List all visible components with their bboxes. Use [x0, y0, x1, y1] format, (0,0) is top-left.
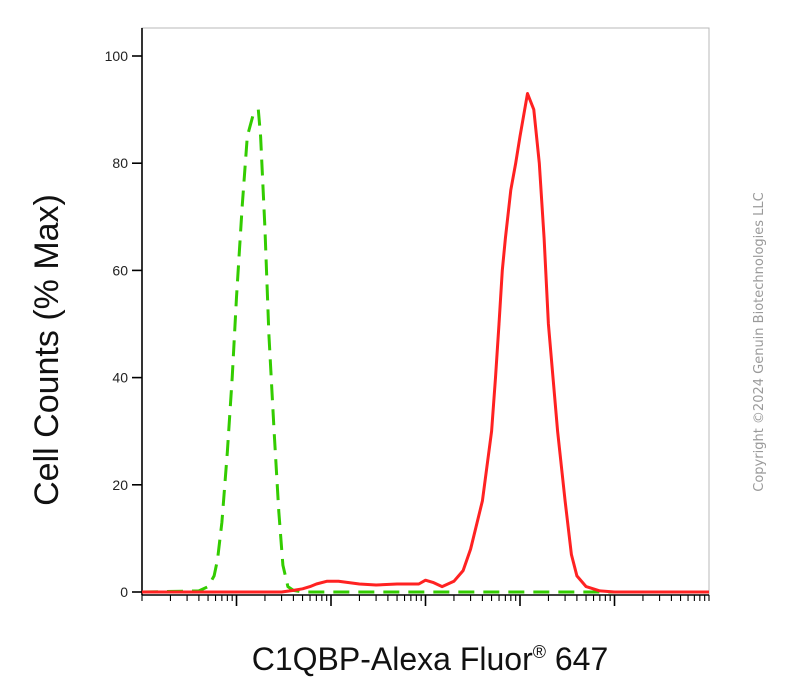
- y-tick-label: 60: [112, 262, 128, 278]
- y-tick-label: 20: [112, 477, 128, 493]
- y-tick-label: 100: [105, 48, 129, 64]
- x-axis-label: C1QBP-Alexa Fluor® 647: [252, 641, 609, 677]
- registered-mark: ®: [533, 642, 546, 662]
- histogram-series-red-solid: [142, 92, 709, 594]
- histogram-series-green-dashed: [141, 108, 709, 594]
- y-tick-label: 80: [112, 155, 128, 171]
- y-tick-label: 40: [112, 370, 128, 386]
- copyright-text: Copyright ©2024 Genuin Biotechnologies L…: [752, 192, 767, 491]
- x-axis-label-suffix: 647: [546, 641, 608, 677]
- plot-frame: [141, 27, 710, 596]
- y-tick-label: 0: [120, 584, 128, 600]
- x-axis-label-main: C1QBP-Alexa Fluor: [252, 641, 533, 677]
- plot-area: 0 20 40 60 80 100: [105, 27, 710, 606]
- y-axis-label: Cell Counts (% Max): [28, 194, 66, 506]
